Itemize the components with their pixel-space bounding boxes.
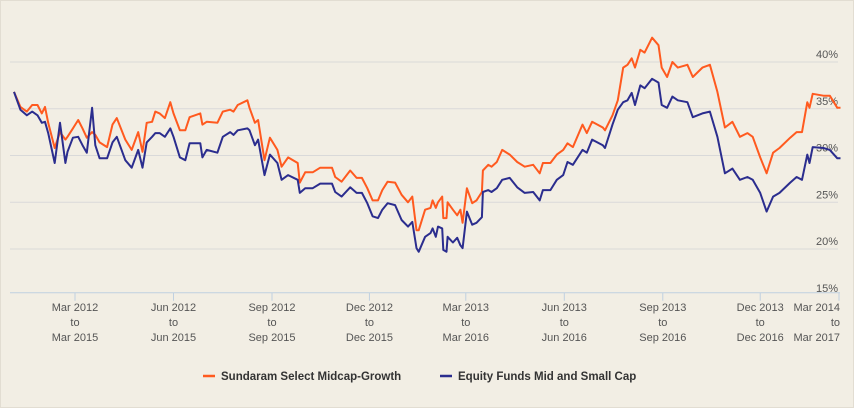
series-lines xyxy=(13,36,841,253)
legend-label: Equity Funds Mid and Small Cap xyxy=(458,371,636,383)
series-line-sundaram xyxy=(13,36,841,232)
x-tick-label: Mar 2014 xyxy=(794,302,840,314)
x-tick-label: Jun 2013 xyxy=(542,302,587,314)
y-tick-label: 15% xyxy=(816,283,838,295)
x-tick-label: to xyxy=(756,317,765,329)
x-tick-label: Sep 2015 xyxy=(248,332,295,344)
x-tick-label: to xyxy=(560,317,569,329)
x-tick-label: Dec 2012 xyxy=(346,302,393,314)
legend-label: Sundaram Select Midcap-Growth xyxy=(221,371,401,383)
x-tick-label: to xyxy=(267,317,276,329)
x-tick-label: to xyxy=(70,317,79,329)
y-tick-label: 20% xyxy=(816,236,838,248)
x-tick-label: Mar 2017 xyxy=(794,332,840,344)
x-tick-label: to xyxy=(365,317,374,329)
x-tick-label: Dec 2013 xyxy=(737,302,784,314)
legend-item-sundaram[interactable]: Sundaram Select Midcap-Growth xyxy=(203,371,401,383)
x-tick-label: Sep 2013 xyxy=(639,302,686,314)
x-tick-label: Sep 2016 xyxy=(639,332,686,344)
legend-item-equity-funds[interactable]: Equity Funds Mid and Small Cap xyxy=(440,371,636,383)
legend: Sundaram Select Midcap-Growth Equity Fun… xyxy=(203,371,636,383)
x-tick-label: to xyxy=(831,317,840,329)
x-tick-label: Mar 2016 xyxy=(443,332,489,344)
x-tick-label: to xyxy=(658,317,667,329)
x-axis: Mar 2012 to Mar 2015 Jun 2012 to Jun 2015 Sep … xyxy=(10,292,840,344)
y-tick-label: 40% xyxy=(816,49,838,61)
x-tick-label: Jun 2016 xyxy=(542,332,587,344)
x-tick-label: Mar 2012 xyxy=(52,302,98,314)
series-line-equity-funds xyxy=(13,77,841,253)
x-tick-label: to xyxy=(461,317,470,329)
x-tick-label: Jun 2012 xyxy=(151,302,196,314)
x-tick-label: to xyxy=(169,317,178,329)
x-tick-label: Sep 2012 xyxy=(248,302,295,314)
x-tick-label: Mar 2013 xyxy=(443,302,489,314)
y-tick-label: 25% xyxy=(816,189,838,201)
gridlines xyxy=(10,61,838,250)
x-tick-label: Dec 2016 xyxy=(737,332,784,344)
y-tick-label: 35% xyxy=(816,96,838,108)
x-tick-label: Mar 2015 xyxy=(52,332,98,344)
x-tick-label: Dec 2015 xyxy=(346,332,393,344)
x-tick-label: Jun 2015 xyxy=(151,332,196,344)
y-axis: 15%20%25%30%35%40% xyxy=(816,49,838,295)
